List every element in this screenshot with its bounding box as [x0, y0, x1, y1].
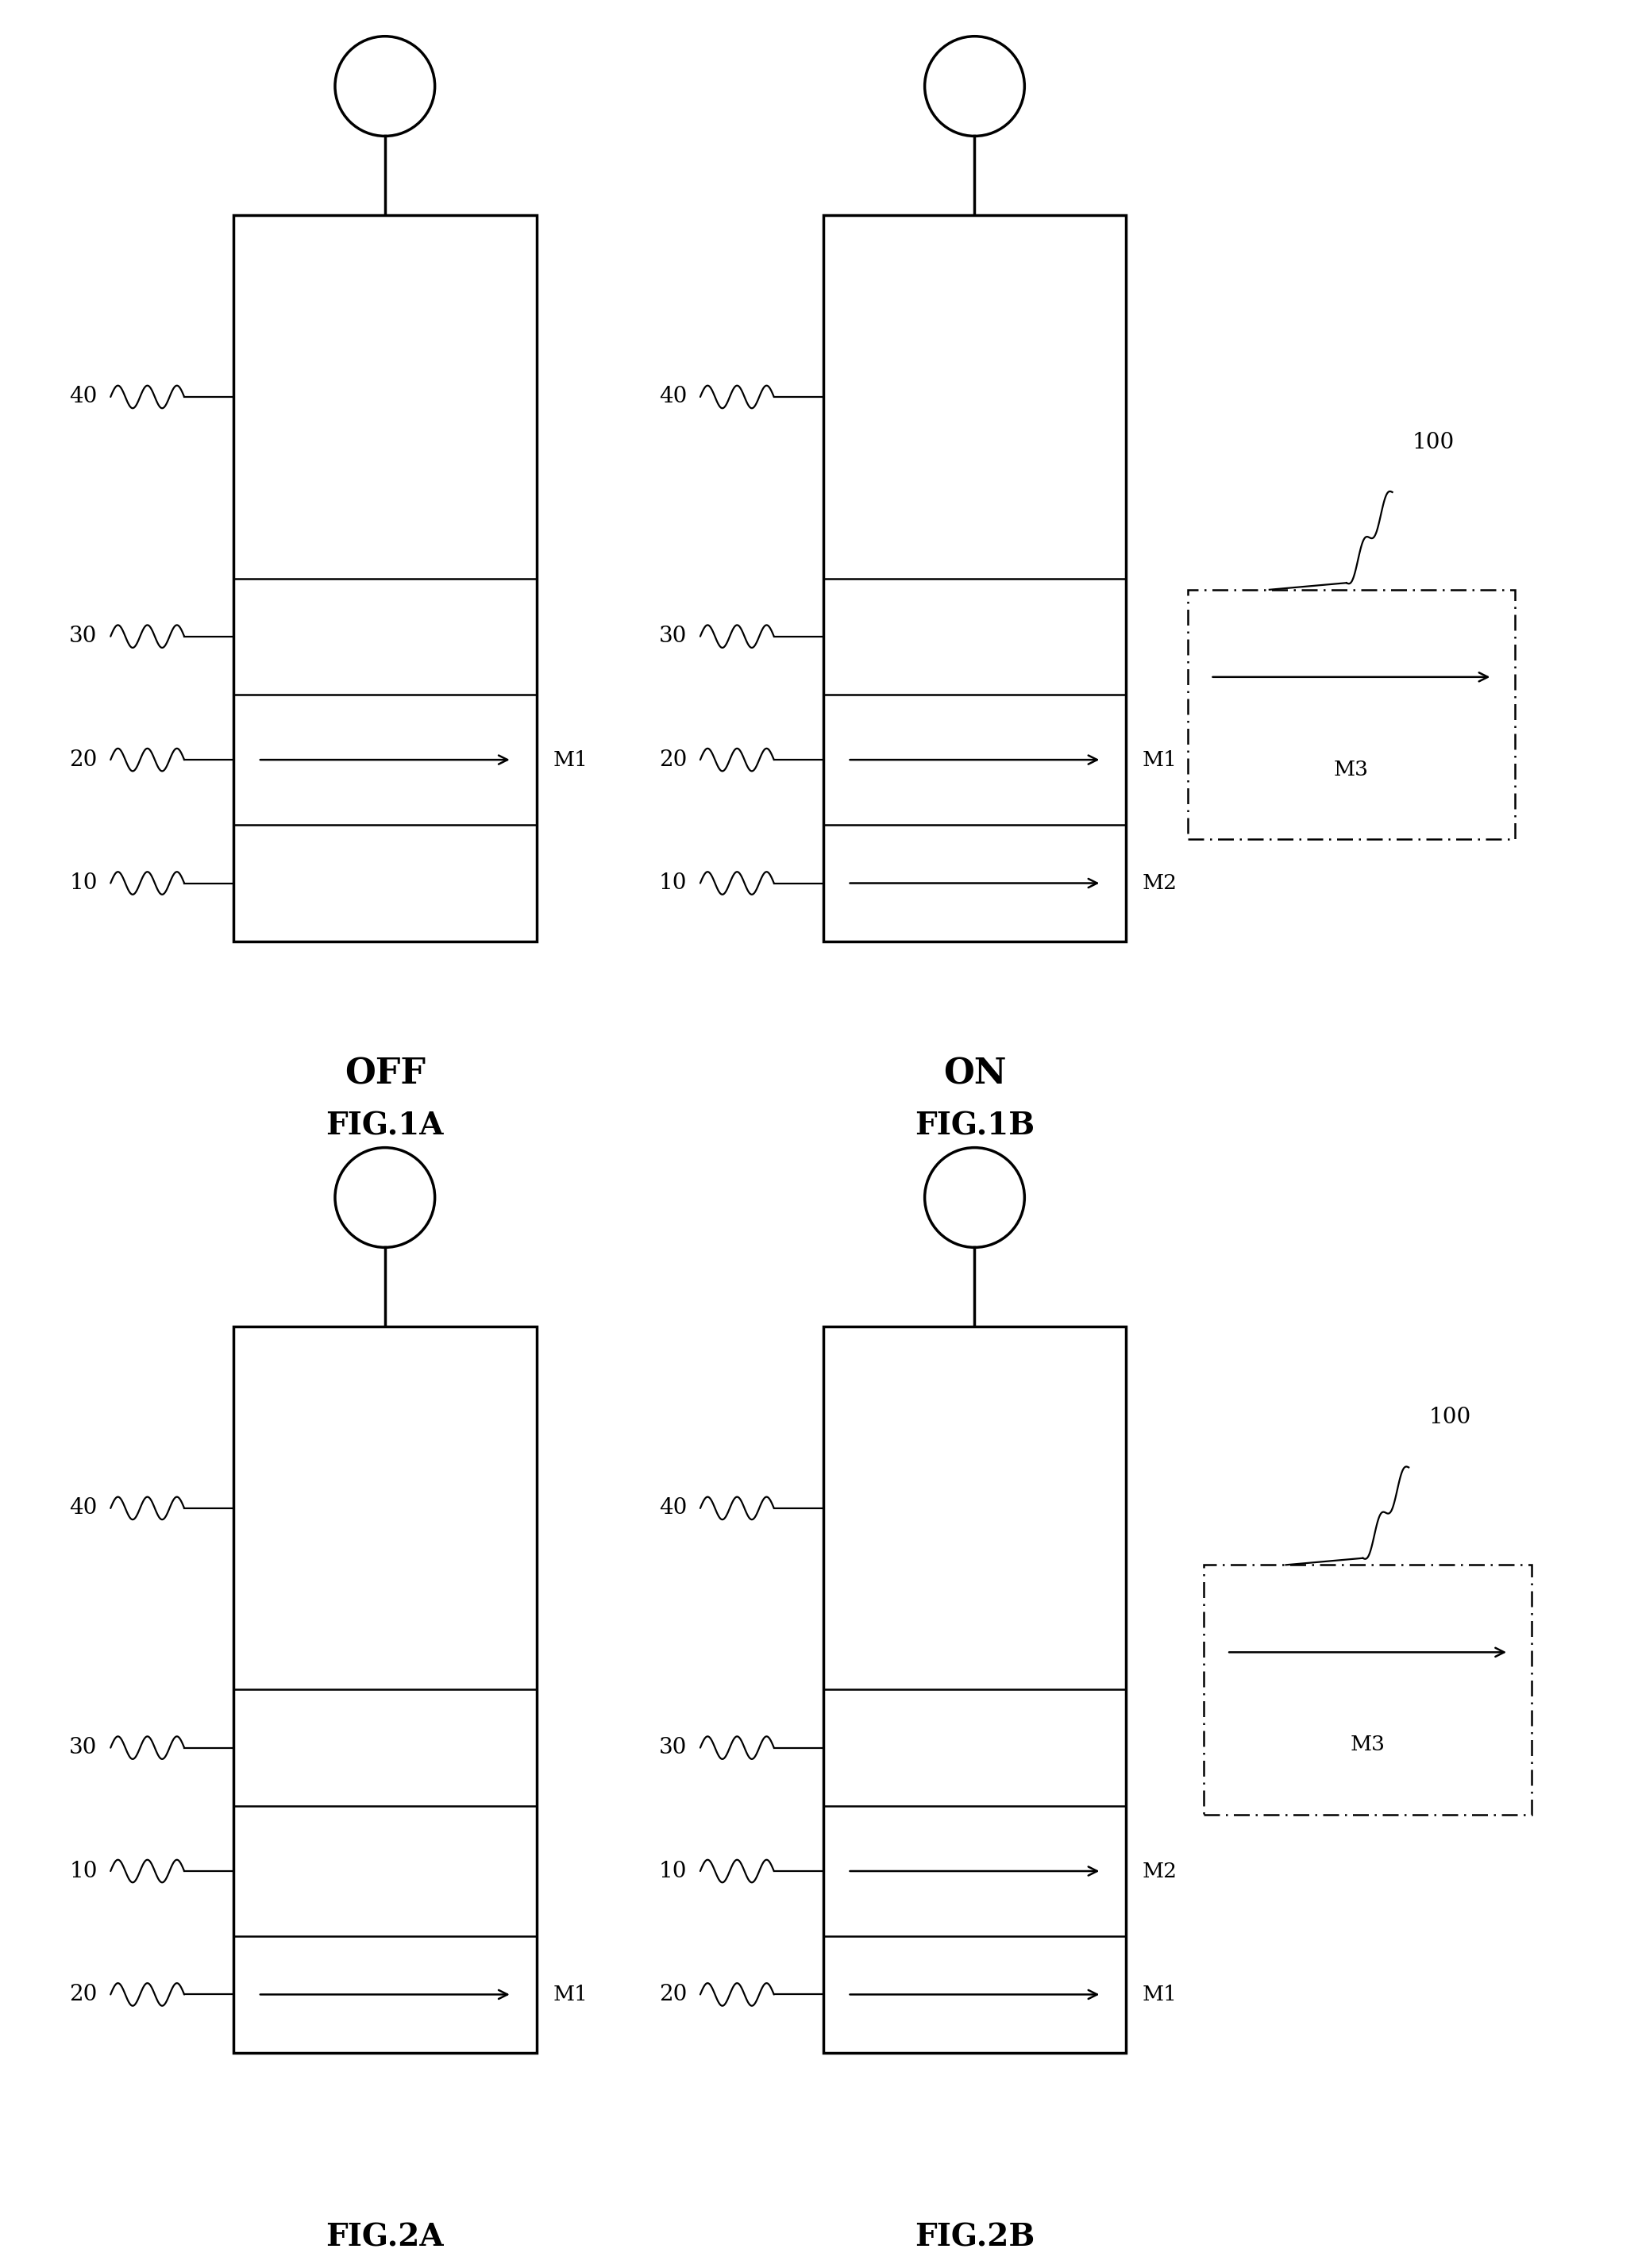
Bar [233, 215, 536, 941]
Text: 10: 10 [658, 1860, 688, 1882]
Bar [822, 215, 1127, 941]
Text: FIG.1B: FIG.1B [914, 1111, 1035, 1141]
Text: 40: 40 [69, 1497, 97, 1520]
Bar [822, 1327, 1127, 2053]
Text: FIG.2A: FIG.2A [326, 2223, 444, 2252]
Bar [1188, 590, 1515, 839]
Text: 20: 20 [69, 748, 97, 771]
Text: OFF: OFF [344, 1057, 426, 1091]
Text: M3: M3 [1350, 1735, 1386, 1755]
Bar [233, 1327, 536, 2053]
Text: 30: 30 [658, 1737, 688, 1758]
Text: 40: 40 [658, 1497, 688, 1520]
Text: M2: M2 [1143, 873, 1178, 894]
Text: 40: 40 [658, 386, 688, 408]
Text: M2: M2 [1143, 1862, 1178, 1880]
Text: 100: 100 [1412, 431, 1455, 454]
Text: 30: 30 [69, 626, 97, 646]
Text: M1: M1 [1143, 1984, 1178, 2005]
Text: 10: 10 [69, 1860, 97, 1882]
Text: M1: M1 [554, 1984, 588, 2005]
Text: 30: 30 [69, 1737, 97, 1758]
Text: ON: ON [943, 1057, 1006, 1091]
Text: FIG.1A: FIG.1A [326, 1111, 444, 1141]
Text: 20: 20 [658, 748, 688, 771]
Text: M1: M1 [554, 751, 588, 769]
Text: 10: 10 [69, 873, 97, 894]
Bar [1204, 1565, 1532, 1814]
Text: 40: 40 [69, 386, 97, 408]
Text: 30: 30 [658, 626, 688, 646]
Text: 20: 20 [69, 1984, 97, 2005]
Text: M1: M1 [1143, 751, 1178, 769]
Text: FIG.2B: FIG.2B [914, 2223, 1035, 2252]
Text: 10: 10 [658, 873, 688, 894]
Text: 20: 20 [658, 1984, 688, 2005]
Text: 100: 100 [1428, 1406, 1471, 1429]
Text: M3: M3 [1333, 760, 1369, 780]
